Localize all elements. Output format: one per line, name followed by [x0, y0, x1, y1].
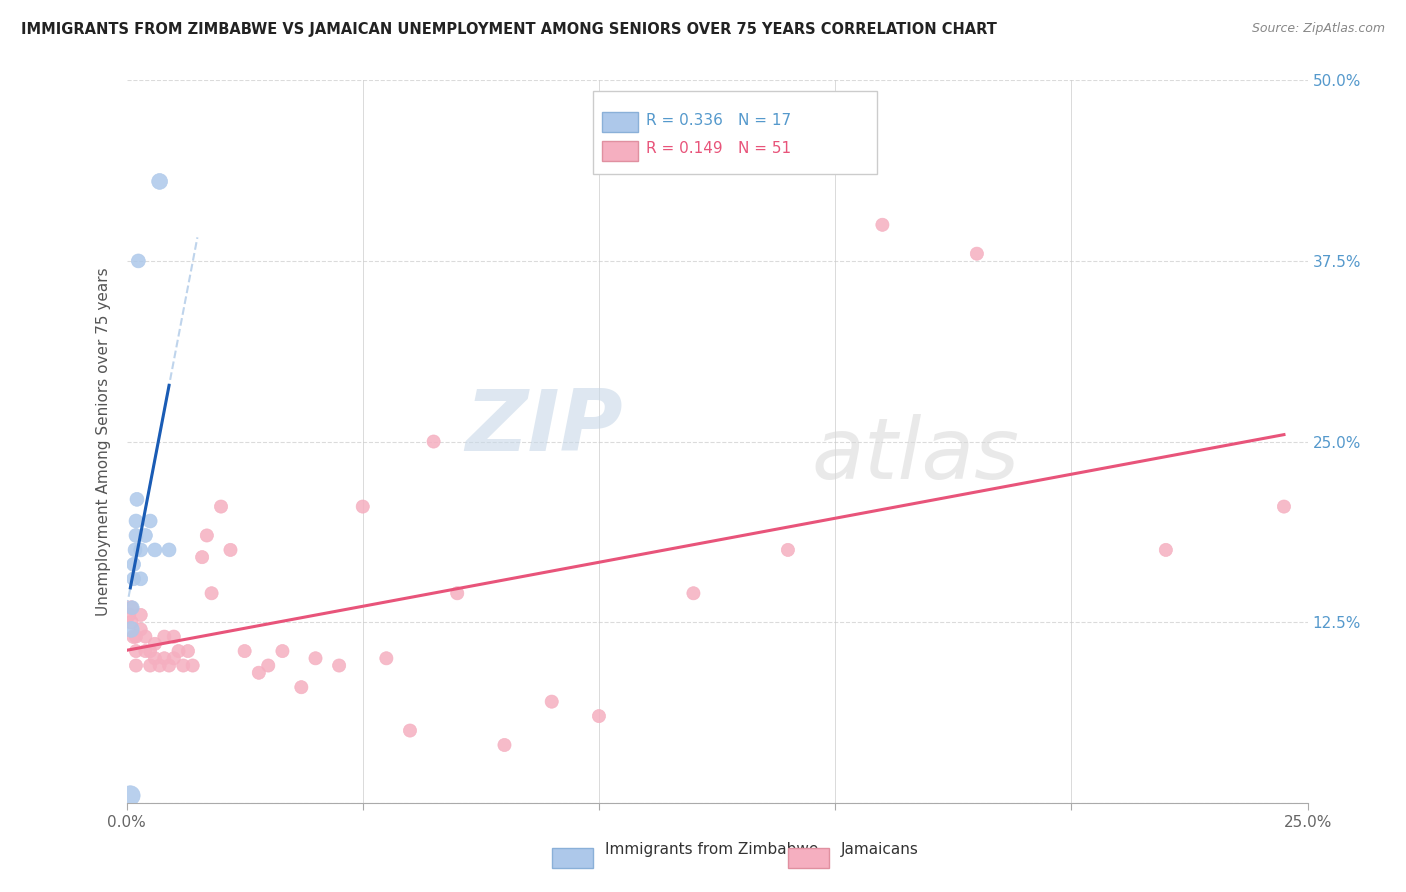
Point: [125, 630, 148, 644]
Point: [120, 615, 142, 630]
Text: R = 0.336: R = 0.336: [647, 112, 723, 128]
Text: R = 0.149: R = 0.149: [647, 142, 723, 156]
Point: [540, 695, 562, 709]
Point: [125, 492, 148, 507]
Point: [195, 528, 218, 542]
Point: [149, 658, 172, 673]
Point: [127, 253, 149, 268]
Point: [149, 174, 172, 188]
FancyBboxPatch shape: [551, 847, 593, 868]
Point: [157, 658, 180, 673]
Text: N = 51: N = 51: [738, 142, 792, 156]
Text: Source: ZipAtlas.com: Source: ZipAtlas.com: [1251, 22, 1385, 36]
Point: [118, 607, 141, 622]
Point: [177, 644, 200, 658]
Point: [290, 680, 312, 694]
Point: [139, 514, 162, 528]
Point: [233, 644, 256, 658]
Text: Jamaicans: Jamaicans: [841, 842, 920, 857]
Point: [120, 789, 142, 803]
Point: [588, 709, 610, 723]
Point: [191, 550, 214, 565]
Point: [375, 651, 398, 665]
Point: [129, 623, 152, 637]
Point: [120, 600, 142, 615]
Point: [122, 558, 145, 572]
Point: [143, 651, 166, 665]
Point: [181, 658, 204, 673]
Point: [120, 623, 142, 637]
Point: [129, 607, 152, 622]
Point: [328, 658, 350, 673]
Point: [122, 630, 145, 644]
Point: [172, 658, 194, 673]
Point: [271, 644, 294, 658]
Point: [257, 658, 280, 673]
Point: [129, 572, 152, 586]
Point: [153, 630, 176, 644]
Text: atlas: atlas: [811, 415, 1019, 498]
Point: [163, 630, 186, 644]
Point: [167, 644, 190, 658]
Point: [121, 600, 143, 615]
Point: [157, 542, 180, 557]
Point: [776, 542, 799, 557]
Point: [422, 434, 444, 449]
Point: [125, 528, 148, 542]
Point: [134, 630, 156, 644]
Point: [139, 658, 162, 673]
FancyBboxPatch shape: [603, 112, 638, 132]
Point: [682, 586, 704, 600]
Point: [125, 658, 148, 673]
Y-axis label: Unemployment Among Seniors over 75 years: Unemployment Among Seniors over 75 years: [96, 268, 111, 615]
Text: IMMIGRANTS FROM ZIMBABWE VS JAMAICAN UNEMPLOYMENT AMONG SENIORS OVER 75 YEARS CO: IMMIGRANTS FROM ZIMBABWE VS JAMAICAN UNE…: [21, 22, 997, 37]
Point: [966, 246, 988, 260]
FancyBboxPatch shape: [603, 141, 638, 161]
Point: [125, 514, 148, 528]
Point: [1154, 542, 1177, 557]
Point: [247, 665, 270, 680]
Text: Immigrants from Zimbabwe: Immigrants from Zimbabwe: [605, 842, 818, 857]
Point: [872, 218, 894, 232]
Point: [446, 586, 468, 600]
Point: [125, 644, 148, 658]
Point: [134, 644, 156, 658]
Point: [352, 500, 374, 514]
Point: [163, 651, 186, 665]
Point: [304, 651, 326, 665]
Point: [219, 542, 242, 557]
Point: [143, 542, 166, 557]
Point: [143, 637, 166, 651]
Point: [134, 528, 156, 542]
Point: [494, 738, 516, 752]
Point: [122, 572, 145, 586]
Point: [124, 542, 146, 557]
Text: N = 17: N = 17: [738, 112, 792, 128]
FancyBboxPatch shape: [593, 91, 876, 174]
Point: [209, 500, 232, 514]
Point: [399, 723, 422, 738]
Point: [153, 651, 176, 665]
Text: ZIP: ZIP: [465, 385, 623, 468]
FancyBboxPatch shape: [787, 847, 830, 868]
Point: [139, 644, 162, 658]
Point: [129, 542, 152, 557]
Point: [200, 586, 222, 600]
Point: [1272, 500, 1295, 514]
